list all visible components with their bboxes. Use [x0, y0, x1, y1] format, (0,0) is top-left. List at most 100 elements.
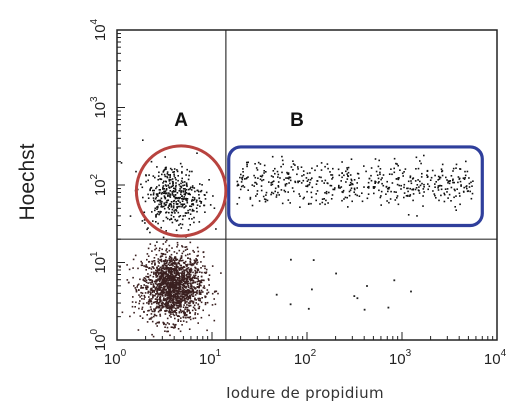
data-point — [184, 192, 187, 195]
data-point — [151, 261, 154, 263]
data-point — [349, 174, 352, 176]
data-point — [154, 272, 157, 274]
data-point — [178, 283, 180, 286]
data-point — [176, 301, 179, 303]
data-point — [368, 177, 371, 180]
data-point — [193, 251, 195, 253]
data-point — [194, 294, 197, 296]
data-point — [262, 195, 265, 198]
data-point — [159, 292, 162, 294]
data-point — [193, 221, 195, 224]
data-point — [181, 218, 184, 221]
data-point — [172, 205, 175, 207]
data-point — [174, 190, 177, 193]
data-point — [189, 287, 191, 290]
data-point — [171, 305, 173, 308]
data-point — [358, 195, 361, 197]
data-point — [160, 302, 163, 305]
data-point — [176, 197, 179, 200]
data-point — [353, 179, 356, 181]
data-point — [179, 290, 181, 292]
data-point — [157, 260, 160, 263]
data-point — [186, 168, 188, 171]
data-point — [202, 251, 205, 254]
data-point — [164, 156, 166, 158]
data-point — [190, 290, 193, 293]
data-point — [422, 205, 424, 207]
data-point — [168, 204, 170, 207]
data-point — [385, 193, 387, 195]
data-point — [180, 185, 182, 188]
y-tick-label: 104 — [89, 18, 109, 41]
data-point — [173, 171, 175, 173]
data-point — [181, 197, 183, 200]
data-point — [144, 278, 147, 280]
data-point — [161, 301, 164, 303]
data-point — [129, 315, 131, 318]
data-point — [178, 301, 180, 303]
data-point — [197, 254, 199, 257]
data-point — [138, 294, 140, 296]
data-point — [188, 276, 190, 279]
data-point — [168, 284, 170, 287]
data-point — [176, 263, 178, 266]
data-point — [157, 306, 160, 309]
data-point — [302, 170, 305, 172]
data-point — [213, 319, 216, 322]
data-point — [178, 311, 181, 314]
data-point — [157, 272, 160, 274]
data-point — [176, 207, 178, 209]
data-point — [192, 306, 195, 309]
data-point — [181, 297, 183, 300]
data-point — [172, 190, 175, 192]
data-point — [158, 309, 161, 312]
data-point — [285, 183, 288, 185]
data-point — [154, 282, 157, 285]
data-point — [187, 291, 190, 294]
data-point — [167, 263, 170, 266]
data-point — [166, 175, 168, 178]
data-point — [190, 189, 193, 191]
data-point — [181, 177, 183, 180]
data-point — [189, 213, 192, 215]
data-point — [177, 262, 180, 264]
data-point — [337, 186, 340, 189]
data-point — [178, 249, 181, 252]
data-point — [139, 278, 141, 281]
data-point — [156, 321, 159, 324]
data-point — [251, 184, 254, 186]
data-point — [325, 192, 328, 195]
data-point — [170, 266, 173, 269]
data-point — [284, 183, 287, 186]
data-point — [168, 211, 170, 214]
data-point — [186, 281, 188, 283]
data-point — [265, 191, 268, 194]
data-point — [172, 274, 174, 277]
data-point — [203, 287, 206, 289]
data-point — [186, 310, 188, 313]
data-point — [159, 313, 161, 316]
data-point — [213, 291, 216, 293]
data-point — [160, 202, 163, 205]
data-point — [194, 261, 197, 264]
data-point — [177, 320, 179, 322]
data-point — [161, 253, 164, 255]
data-point — [183, 296, 185, 298]
data-point — [156, 166, 158, 168]
data-point — [155, 214, 157, 216]
data-point — [292, 169, 294, 171]
data-point — [160, 274, 163, 276]
data-point — [191, 276, 194, 279]
data-point — [463, 186, 465, 189]
data-point — [299, 195, 301, 197]
data-point — [187, 212, 190, 214]
data-point — [157, 269, 159, 272]
data-point — [179, 293, 181, 295]
data-point — [193, 187, 196, 189]
data-point — [159, 201, 162, 203]
data-point — [187, 275, 190, 278]
data-point — [186, 198, 189, 200]
data-point — [280, 165, 282, 168]
data-point — [172, 285, 174, 288]
data-point — [203, 194, 206, 196]
